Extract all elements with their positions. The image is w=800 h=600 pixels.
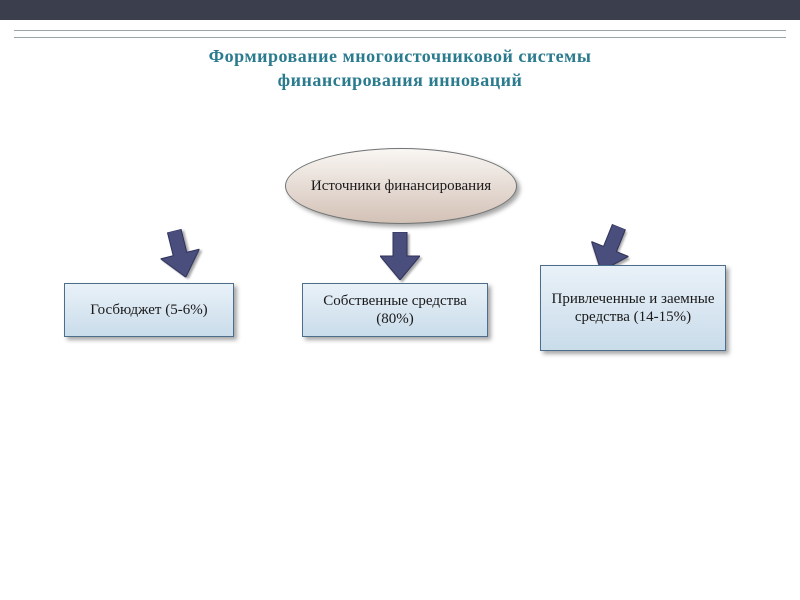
slide-title-line2: финансирования инноваций xyxy=(0,70,800,91)
diagram-root-label: Источники финансирования xyxy=(311,177,491,195)
diagram-leaf-node: Привлеченные и заемные средства (14-15%) xyxy=(540,265,726,351)
diagram-arrow xyxy=(380,232,420,280)
diagram-leaf-label: Госбюджет (5-6%) xyxy=(90,301,207,319)
slide-title-line1: Формирование многоисточниковой системы xyxy=(0,46,800,67)
slide-rule xyxy=(14,30,786,38)
diagram-leaf-node: Госбюджет (5-6%) xyxy=(64,283,234,337)
diagram-arrow xyxy=(155,226,205,282)
diagram-leaf-label: Привлеченные и заемные средства (14-15%) xyxy=(547,290,719,326)
diagram-leaf-node: Собственные средства (80%) xyxy=(302,283,488,337)
slide-top-bar xyxy=(0,0,800,20)
diagram-leaf-label: Собственные средства (80%) xyxy=(309,292,481,328)
diagram-root-node: Источники финансирования xyxy=(285,148,517,224)
